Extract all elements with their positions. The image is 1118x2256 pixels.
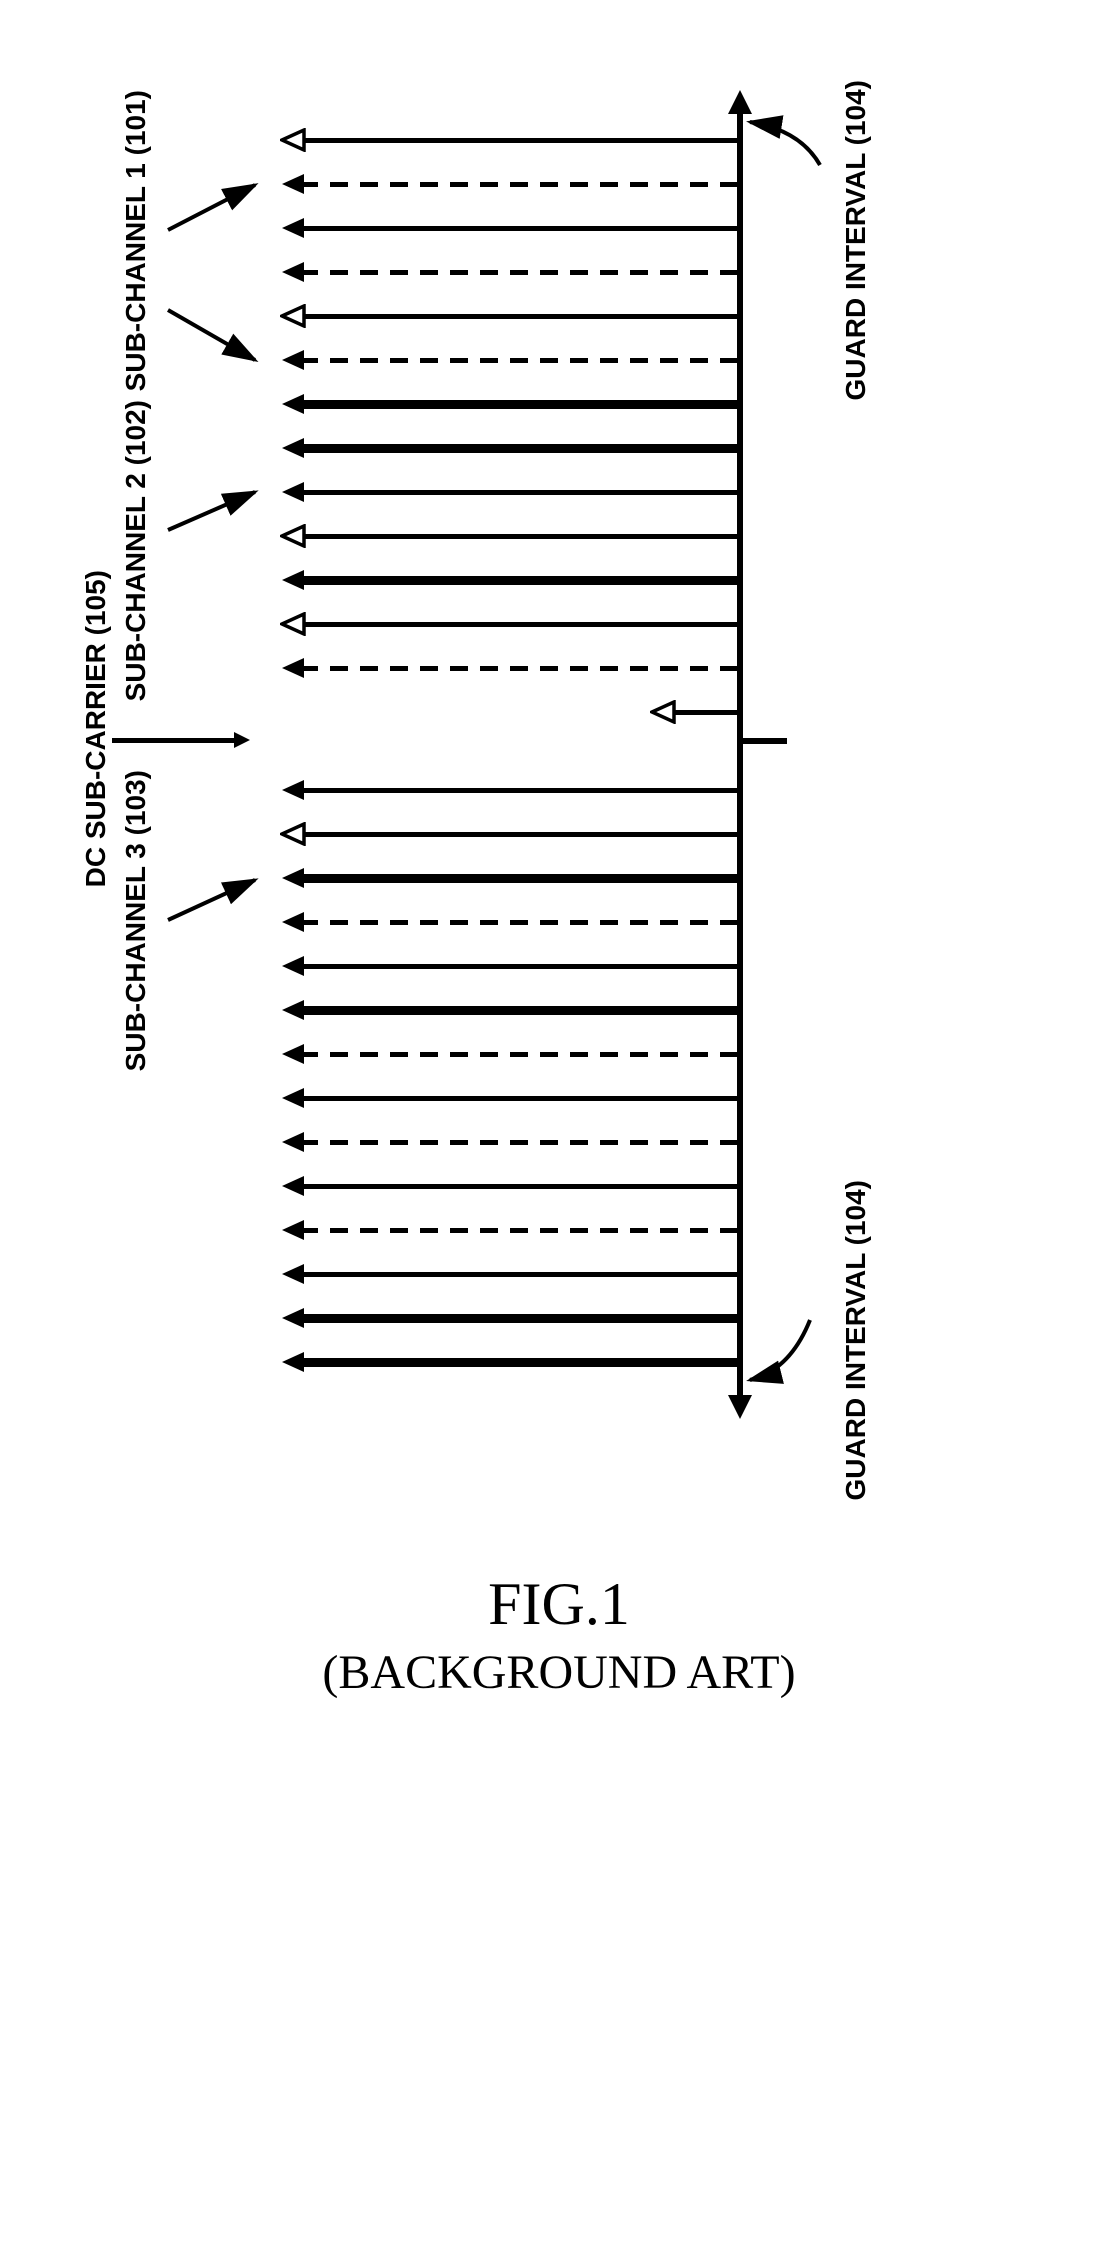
label-pointers [40,50,1078,1450]
arrow-stem [300,314,740,319]
arrow-head-solid [280,260,306,289]
arrow-stem [300,1140,740,1145]
arrow-head-hollow [280,128,306,157]
arrow-head-solid [280,568,306,597]
arrow-head-solid [280,998,306,1027]
arrow-stem [300,788,740,793]
arrow-head-solid [280,778,306,807]
arrow-stem [300,534,740,539]
arrow-head-hollow [280,524,306,553]
arrow-head-solid [280,1262,306,1291]
arrow-stem [300,1184,740,1189]
arrow-head-solid [280,348,306,377]
arrow-head-solid [280,216,306,245]
dc-tick [737,738,787,744]
figure-caption: FIG.1 (BACKGROUND ART) [0,1570,1118,1700]
arrow-head-solid [280,1130,306,1159]
arrow-head-solid [280,1042,306,1071]
arrow-stem [300,622,740,627]
arrow-stem [300,1272,740,1277]
guard-interval-left-label: GUARD INTERVAL (104) [840,80,872,401]
arrow-head-hollow [650,700,676,729]
arrow-head-hollow [280,822,306,851]
arrow-head-solid [280,392,306,421]
arrow-stem [300,270,740,275]
arrow-stem [300,1006,740,1015]
arrow-stem [300,1052,740,1057]
arrow-stem [300,1228,740,1233]
arrow-head-solid [280,1218,306,1247]
arrow-stem [300,358,740,363]
arrow-head-solid [280,436,306,465]
arrow-stem [300,1096,740,1101]
arrow-head-solid [280,1174,306,1203]
arrow-head-solid [280,656,306,685]
arrow-stem [300,964,740,969]
arrow-head-solid [280,480,306,509]
arrow-stem [300,226,740,231]
figure-subtitle: (BACKGROUND ART) [0,1645,1118,1700]
arrow-stem [670,710,740,715]
frequency-axis [737,105,743,1405]
subcarrier-diagram: DC SUB-CARRIER (105) SUB-CHANNEL 1 (101)… [40,50,1078,1450]
arrow-head-hollow [280,612,306,641]
arrow-stem [300,182,740,187]
arrow-stem [300,576,740,585]
arrow-stem [300,666,740,671]
arrow-stem [300,920,740,925]
arrow-head-solid [280,866,306,895]
arrow-stem [300,138,740,143]
arrow-head-solid [280,1350,306,1379]
arrow-head-solid [280,910,306,939]
arrow-stem [300,490,740,495]
arrow-stem [300,444,740,453]
arrow-head-solid [280,172,306,201]
arrow-head-solid [280,954,306,983]
guard-interval-right-label: GUARD INTERVAL (104) [840,1180,872,1501]
arrow-stem [300,1358,740,1367]
arrow-stem [300,832,740,837]
figure-title: FIG.1 [0,1570,1118,1639]
arrow-stem [300,400,740,409]
arrow-head-solid [280,1086,306,1115]
arrow-head-hollow [280,304,306,333]
arrow-stem [300,1314,740,1323]
arrow-head-solid [280,1306,306,1335]
arrow-stem [300,874,740,883]
